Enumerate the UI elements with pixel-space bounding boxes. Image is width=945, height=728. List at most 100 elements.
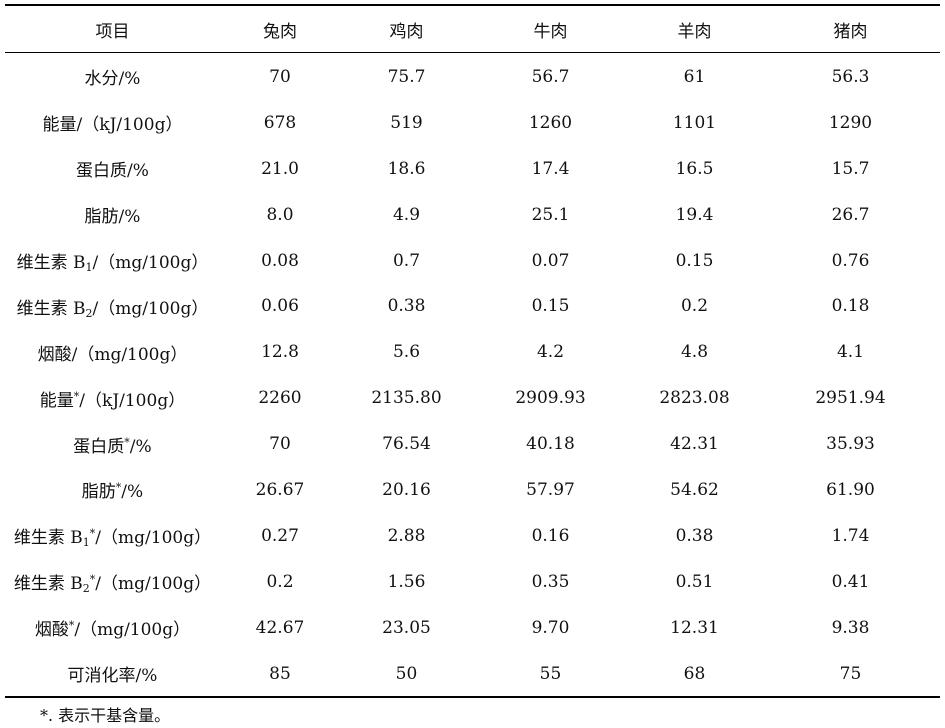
table-row: 能量*/（kJ/100g） 2260 2135.80 2909.93 2823.08 29… — [5, 375, 940, 421]
table-row: 能量/（kJ/100g） 678 519 1260 1101 1290 — [5, 100, 940, 146]
row-label: 维生素 B1/（mg/100g） — [5, 238, 220, 284]
table-cell: 26.7 — [831, 204, 870, 225]
table-header-rule — [5, 52, 940, 53]
table-row: 烟酸/（mg/100g） 12.8 5.6 4.2 4.8 4.1 — [5, 329, 940, 375]
table-cell: 20.16 — [382, 479, 431, 500]
table-cell: 61.90 — [826, 479, 875, 500]
table-cell: 61 — [683, 66, 706, 87]
table-cell: 23.05 — [382, 617, 431, 638]
row-label-unit: /（mg/100g） — [95, 528, 212, 549]
row-label-superscript: * — [73, 389, 80, 403]
row-label-text: 水分/% — [84, 69, 141, 90]
table-cell: 35.93 — [826, 434, 875, 455]
table-cell: 25.1 — [531, 204, 570, 225]
table-bottom-rule — [5, 696, 940, 698]
table-cell: 0.76 — [831, 250, 870, 271]
table-cell: 0.18 — [831, 296, 870, 317]
row-label-text: 维生素 B — [13, 574, 83, 595]
row-label: 能量*/（kJ/100g） — [5, 375, 220, 421]
table-cell: 19.4 — [675, 204, 714, 225]
row-label-unit: /（mg/100g） — [95, 574, 212, 595]
table-cell: 56.7 — [531, 66, 570, 87]
table-cell: 40.18 — [526, 434, 575, 455]
row-label-subscript: 1 — [82, 536, 90, 550]
table-cell: 15.7 — [831, 158, 870, 179]
table-cell: 0.35 — [531, 571, 570, 592]
row-label-text: 可消化率/% — [67, 666, 158, 687]
row-label: 脂肪/% — [5, 192, 220, 238]
row-label-text: 维生素 B — [16, 298, 86, 319]
row-label-text: 维生素 B — [16, 253, 86, 273]
row-label-superscript: * — [68, 619, 75, 633]
table-cell: 0.7 — [392, 250, 421, 271]
table-cell: 2.88 — [387, 525, 426, 546]
table-cell: 8.0 — [266, 204, 294, 225]
table-cell: 50 — [395, 663, 418, 684]
row-label-superscript: * — [89, 573, 96, 587]
row-label: 维生素 B2*/（mg/100g） — [5, 559, 220, 605]
header-mutton: 羊肉 — [677, 21, 712, 42]
table-cell: 55 — [539, 663, 562, 684]
row-label-superscript: * — [89, 527, 96, 541]
table-cell: 0.51 — [675, 571, 714, 592]
table-cell: 2951.94 — [815, 388, 886, 409]
row-label-text: 脂肪/% — [84, 207, 141, 228]
row-label: 烟酸*/（mg/100g） — [5, 605, 220, 651]
row-label-unit: /% — [121, 482, 144, 503]
table-cell: 9.38 — [831, 617, 870, 638]
row-label-subscript: 2 — [85, 306, 93, 320]
row-label-subscript: 2 — [82, 582, 90, 596]
table-cell: 5.6 — [392, 342, 421, 363]
table-cell: 2260 — [258, 388, 302, 409]
table-cell: 0.27 — [261, 525, 299, 546]
table-cell: 26.67 — [255, 479, 305, 500]
row-label-text: 烟酸 — [34, 620, 69, 641]
table-cell: 4.2 — [536, 342, 565, 363]
table-cell: 0.15 — [531, 296, 570, 317]
table-cell: 21.0 — [261, 158, 299, 179]
table-row: 烟酸*/（mg/100g） 42.67 23.05 9.70 12.31 9.38 — [5, 605, 940, 651]
table-cell: 70 — [269, 434, 291, 455]
row-label-text: 维生素 B — [13, 528, 83, 549]
table-row: 脂肪*/% 26.67 20.16 57.97 54.62 61.90 — [5, 467, 940, 513]
table-cell: 54.62 — [670, 479, 719, 500]
row-label: 维生素 B1*/（mg/100g） — [5, 513, 220, 559]
table-row: 脂肪/% 8.0 4.9 25.1 19.4 26.7 — [5, 192, 940, 238]
row-label-subscript: 1 — [85, 261, 93, 274]
row-label-text: 蛋白质 — [73, 436, 125, 457]
table-cell: 18.6 — [387, 158, 426, 179]
row-label-text: 脂肪 — [81, 482, 116, 503]
table-row: 维生素 B2*/（mg/100g） 0.2 1.56 0.35 0.51 0.41 — [5, 559, 940, 605]
header-rabbit: 兔肉 — [263, 21, 297, 42]
table-cell: 75.7 — [387, 66, 426, 87]
header-pork: 猪肉 — [833, 21, 868, 42]
row-label-unit: /（mg/100g） — [74, 620, 191, 641]
table-cell: 56.3 — [831, 66, 870, 87]
table-cell: 0.38 — [675, 525, 714, 546]
table-row: 维生素 B2/（mg/100g） 0.06 0.38 0.15 0.2 0.18 — [5, 283, 940, 329]
table-top-rule — [5, 4, 940, 6]
table-cell: 4.8 — [680, 342, 709, 363]
table-row: 可消化率/% 85 50 55 68 75 — [5, 651, 940, 697]
row-label-unit: /（mg/100g） — [92, 253, 209, 273]
table-cell: 0.07 — [531, 250, 570, 271]
table-cell: 0.06 — [261, 296, 299, 317]
table-row: 蛋白质/% 21.0 18.6 17.4 16.5 15.7 — [5, 146, 940, 192]
nutrition-table: 项目 兔肉 鸡肉 牛肉 羊肉 猪肉 水分/% 70 75.7 56.7 61 56.3 能量… — [5, 6, 940, 696]
table-row: 水分/% 70 75.7 56.7 61 56.3 — [5, 52, 940, 100]
table-cell: 1260 — [528, 112, 573, 133]
table-cell: 0.38 — [387, 296, 426, 317]
row-label: 水分/% — [5, 52, 220, 100]
row-label-superscript: * — [124, 435, 130, 449]
row-label-unit: /（kJ/100g） — [79, 390, 186, 411]
row-label: 脂肪*/% — [5, 467, 220, 513]
row-label-text: 能量 — [39, 390, 74, 411]
table-cell: 42.31 — [670, 434, 719, 455]
table-cell: 12.31 — [670, 617, 719, 638]
table-cell: 1101 — [672, 112, 717, 133]
table-row: 蛋白质*/% 70 76.54 40.18 42.31 35.93 — [5, 421, 940, 467]
header-chicken: 鸡肉 — [389, 21, 424, 42]
row-label-unit: /（mg/100g） — [92, 298, 209, 319]
table-cell: 16.5 — [675, 158, 714, 179]
table-cell: 17.4 — [531, 158, 570, 179]
